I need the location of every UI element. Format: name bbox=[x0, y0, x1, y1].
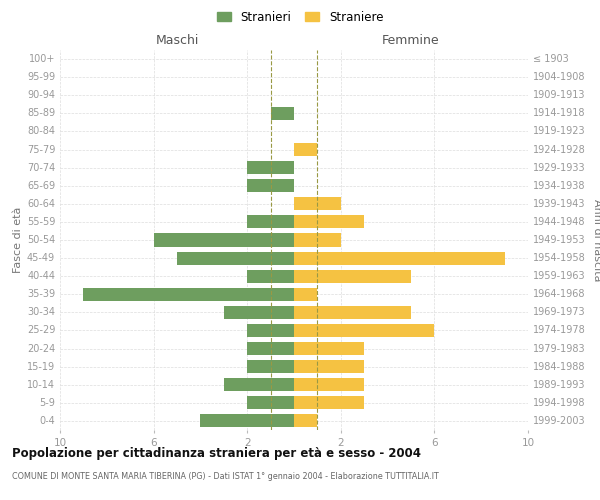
Text: Popolazione per cittadinanza straniera per età e sesso - 2004: Popolazione per cittadinanza straniera p… bbox=[12, 448, 421, 460]
Bar bbox=[294, 288, 317, 301]
Bar bbox=[83, 288, 294, 301]
Title: Femmine: Femmine bbox=[382, 34, 440, 48]
Bar bbox=[247, 342, 294, 355]
Bar bbox=[294, 216, 364, 228]
Text: COMUNE DI MONTE SANTA MARIA TIBERINA (PG) - Dati ISTAT 1° gennaio 2004 - Elabora: COMUNE DI MONTE SANTA MARIA TIBERINA (PG… bbox=[12, 472, 439, 481]
Bar bbox=[294, 396, 364, 409]
Bar bbox=[247, 360, 294, 373]
Bar bbox=[294, 198, 341, 210]
Bar bbox=[294, 342, 364, 355]
Title: Maschi: Maschi bbox=[155, 34, 199, 48]
Bar bbox=[294, 378, 364, 392]
Bar bbox=[247, 324, 294, 337]
Bar bbox=[294, 234, 341, 246]
Bar bbox=[294, 270, 411, 282]
Bar bbox=[247, 161, 294, 174]
Bar bbox=[247, 216, 294, 228]
Bar bbox=[200, 414, 294, 428]
Y-axis label: Fasce di età: Fasce di età bbox=[13, 207, 23, 273]
Bar bbox=[271, 107, 294, 120]
Bar bbox=[177, 252, 294, 264]
Bar bbox=[294, 143, 317, 156]
Bar bbox=[224, 306, 294, 319]
Bar bbox=[294, 252, 505, 264]
Bar bbox=[294, 360, 364, 373]
Bar bbox=[224, 378, 294, 392]
Y-axis label: Anni di nascita: Anni di nascita bbox=[592, 198, 600, 281]
Bar bbox=[294, 414, 317, 428]
Bar bbox=[247, 396, 294, 409]
Bar bbox=[247, 179, 294, 192]
Bar bbox=[247, 270, 294, 282]
Bar bbox=[154, 234, 294, 246]
Bar bbox=[294, 324, 434, 337]
Legend: Stranieri, Straniere: Stranieri, Straniere bbox=[212, 6, 388, 28]
Bar bbox=[294, 306, 411, 319]
